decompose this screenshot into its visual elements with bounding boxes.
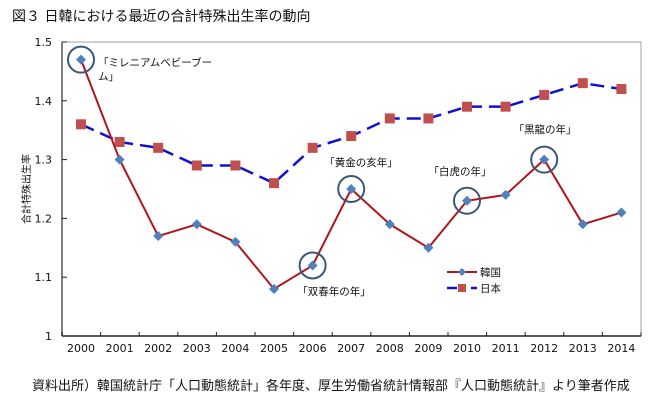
korea-point (500, 189, 511, 200)
x-tick-label: 2000 (67, 342, 95, 355)
korea-point (577, 219, 588, 230)
japan-point (423, 113, 434, 124)
highlight-circle (298, 251, 327, 280)
japan-point (114, 136, 125, 147)
x-tick-label: 2005 (260, 342, 288, 355)
japan-point (500, 101, 511, 112)
annotation-label: 「双春年の年」 (297, 285, 371, 298)
japan-point (384, 113, 395, 124)
x-tick-label: 2011 (492, 342, 520, 355)
annotation-label: 「黄金の亥年」 (324, 156, 398, 169)
y-axis-ticks: 1 1.1 1.2 1.3 1.4 1.5 (35, 36, 67, 343)
japan-point (462, 101, 472, 112)
annotation-label: 「白虎の年」 (429, 165, 492, 178)
y-tick-label: 1.3 (35, 154, 53, 167)
highlight-circle (530, 145, 559, 174)
japan-point (269, 178, 279, 189)
korea-point (269, 283, 279, 294)
korea-point (114, 154, 125, 165)
korea-point (616, 207, 627, 218)
x-tick-label: 2010 (453, 342, 481, 355)
korea-point (191, 219, 202, 230)
legend-korea-label: 韓国 (480, 267, 501, 279)
legend-korea-marker (458, 268, 466, 276)
japan-point (539, 89, 550, 100)
x-axis-ticks: 2000 2001 2002 2003 2004 2005 2006 2007 2008 2009… (61, 332, 642, 355)
annotation-label: 「黒龍の年」 (514, 123, 577, 136)
japan-point (191, 160, 202, 171)
x-tick-label: 2001 (106, 342, 134, 355)
japan-point (230, 160, 241, 171)
series-korea (76, 54, 627, 294)
chart-title: 図３ 日韓における最近の合計特殊出生率の動向 (12, 9, 311, 25)
korea-point (76, 54, 86, 65)
x-tick-label: 2014 (607, 342, 635, 355)
korea-point (307, 260, 318, 271)
y-tick-label: 1.1 (35, 271, 53, 284)
legend-japan-label: 日本 (480, 282, 501, 295)
x-tick-label: 2007 (337, 342, 365, 355)
japan-point (153, 142, 164, 153)
korea-point (346, 184, 357, 194)
highlight-circle (67, 45, 95, 74)
japan-point (76, 119, 86, 130)
y-tick-label: 1.4 (35, 95, 53, 108)
japan-point (616, 84, 627, 95)
axes (61, 41, 642, 337)
japan-point (577, 78, 588, 89)
x-tick-label: 2012 (530, 342, 558, 355)
x-tick-label: 2003 (183, 342, 211, 355)
source-note: 資料出所）韓国統計庁「人口動態統計」各年度、厚生労働省統計情報部『人口動態統計』… (32, 379, 630, 394)
korea-point (230, 236, 241, 247)
korea-point (539, 154, 550, 165)
korea-point (153, 231, 164, 242)
korea-point (462, 195, 472, 206)
y-axis-label: 合計特殊出生率 (20, 154, 33, 224)
series-japan (76, 78, 627, 189)
x-tick-label: 2004 (221, 342, 249, 355)
highlight-circle (337, 175, 366, 203)
korea-point (384, 219, 395, 230)
x-tick-label: 2006 (299, 342, 327, 355)
y-tick-label: 1 (45, 330, 52, 343)
legend-japan-marker (458, 284, 466, 292)
annotation-label-cont: ム」 (98, 71, 119, 83)
x-tick-label: 2009 (414, 342, 442, 355)
korea-point (423, 242, 434, 253)
japan-point (346, 131, 357, 142)
x-tick-label: 2008 (376, 342, 404, 355)
y-tick-label: 1.2 (35, 212, 53, 225)
x-tick-label: 2002 (144, 342, 172, 355)
highlight-circle (453, 186, 481, 215)
x-tick-label: 2013 (569, 342, 597, 355)
y-tick-label: 1.5 (35, 36, 53, 49)
annotation-label: 「ミレニアムベビーブー (98, 56, 212, 69)
japan-point (307, 142, 318, 153)
